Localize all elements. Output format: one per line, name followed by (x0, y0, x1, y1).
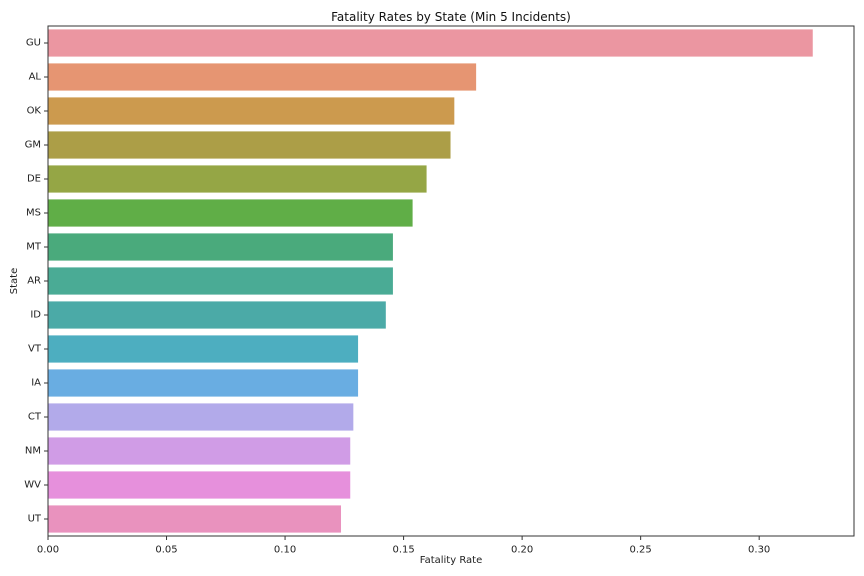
bar-ar (48, 267, 393, 295)
x-tick-label: 0.05 (155, 545, 177, 556)
x-tick-label: 0.10 (274, 545, 296, 556)
bar-ct (48, 403, 354, 431)
x-axis-ticks: 0.00 0.05 0.10 0.15 0.20 0.25 0.30 (37, 536, 770, 556)
y-tick-label: NM (25, 446, 41, 457)
bars-group (48, 29, 813, 533)
y-tick-label: UT (28, 514, 42, 525)
y-tick-label: WV (24, 480, 41, 491)
y-tick-label: AR (27, 276, 41, 287)
bar-ia (48, 369, 359, 397)
x-tick-label: 0.00 (37, 545, 59, 556)
y-tick-label: IA (31, 378, 41, 389)
chart-title: Fatality Rates by State (Min 5 Incidents… (331, 10, 571, 24)
bar-ms (48, 199, 413, 227)
x-tick-label: 0.30 (748, 545, 770, 556)
y-axis-ticks: GU AL OK GM DE MS MT AR ID VT IA CT NM WV UT (24, 38, 48, 525)
y-tick-label: DE (27, 174, 41, 185)
bar-mt (48, 233, 393, 261)
bar-gu (48, 29, 813, 57)
y-tick-label: GU (26, 38, 41, 49)
y-tick-label: CT (28, 412, 42, 423)
bar-id (48, 301, 386, 329)
y-tick-label: GM (25, 140, 41, 151)
y-axis-title: State (9, 268, 20, 294)
x-tick-label: 0.20 (511, 545, 533, 556)
y-tick-label: MT (26, 242, 42, 253)
bar-nm (48, 437, 351, 465)
bar-vt (48, 335, 359, 363)
bar-gm (48, 131, 451, 159)
bar-al (48, 63, 477, 91)
plot-frame (47, 25, 855, 537)
bar-de (48, 165, 427, 193)
y-tick-label: ID (30, 310, 41, 321)
x-tick-label: 0.15 (392, 545, 414, 556)
y-tick-label: MS (26, 208, 41, 219)
y-tick-label: VT (28, 344, 42, 355)
x-axis-title: Fatality Rate (420, 555, 483, 566)
y-tick-label: OK (27, 106, 42, 117)
bar-ut (48, 505, 342, 533)
x-tick-label: 0.25 (630, 545, 652, 556)
y-tick-label: AL (29, 72, 42, 83)
bar-wv (48, 471, 351, 499)
bar-ok (48, 97, 455, 125)
